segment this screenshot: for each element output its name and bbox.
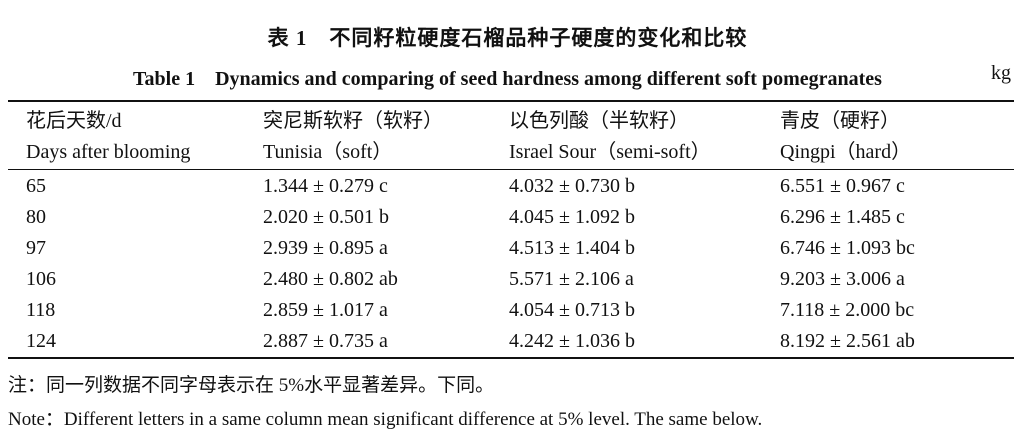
- table-bottom-rule: [8, 357, 1014, 359]
- header-cn-days: 花后天数/d: [26, 110, 122, 132]
- cell-qingpi: 6.296 ± 1.485 c: [780, 206, 905, 228]
- header-en-qingpi: Qingpi（hard）: [780, 141, 912, 163]
- cell-qingpi: 7.118 ± 2.000 bc: [780, 299, 915, 321]
- table-top-rule: [8, 100, 1014, 102]
- cell-qingpi: 6.746 ± 1.093 bc: [780, 237, 915, 259]
- table-title-en: Table 1 Dynamics and comparing of seed h…: [133, 68, 882, 90]
- cell-israel-sour: 4.513 ± 1.404 b: [509, 237, 635, 259]
- header-en-tunisia: Tunisia（soft）: [263, 141, 393, 163]
- cell-israel-sour: 5.571 ± 2.106 a: [509, 268, 634, 290]
- cell-tunisia: 1.344 ± 0.279 c: [263, 175, 388, 197]
- cell-days: 106: [26, 268, 56, 290]
- table-header-rule: [8, 169, 1014, 170]
- cell-days: 80: [26, 206, 46, 228]
- header-row-cn: 花后天数/d 突尼斯软籽（软籽） 以色列酸（半软籽） 青皮（硬籽）: [0, 105, 1015, 137]
- header-cn-tunisia: 突尼斯软籽（软籽）: [263, 110, 443, 132]
- table-note-cn: 注：同一列数据不同字母表示在 5%水平显著差异。下同。: [8, 375, 495, 396]
- cell-tunisia: 2.480 ± 0.802 ab: [263, 268, 398, 290]
- cell-tunisia: 2.939 ± 0.895 a: [263, 237, 388, 259]
- table-note-en: Note：Different letters in a same column …: [8, 409, 763, 430]
- table-row: 118 2.859 ± 1.017 a 4.054 ± 0.713 b 7.11…: [0, 294, 1015, 326]
- table-row: 97 2.939 ± 0.895 a 4.513 ± 1.404 b 6.746…: [0, 232, 1015, 264]
- unit-label: kg: [991, 62, 1011, 84]
- cell-qingpi: 9.203 ± 3.006 a: [780, 268, 905, 290]
- header-row-en: Days after blooming Tunisia（soft） Israel…: [0, 136, 1015, 168]
- cell-israel-sour: 4.032 ± 0.730 b: [509, 175, 635, 197]
- table-row: 80 2.020 ± 0.501 b 4.045 ± 1.092 b 6.296…: [0, 201, 1015, 233]
- cell-israel-sour: 4.054 ± 0.713 b: [509, 299, 635, 321]
- cell-days: 65: [26, 175, 46, 197]
- table-row: 65 1.344 ± 0.279 c 4.032 ± 0.730 b 6.551…: [0, 170, 1015, 202]
- cell-israel-sour: 4.242 ± 1.036 b: [509, 330, 635, 352]
- cell-days: 124: [26, 330, 56, 352]
- header-cn-israel-sour: 以色列酸（半软籽）: [509, 110, 689, 132]
- header-cn-qingpi: 青皮（硬籽）: [780, 110, 900, 132]
- cell-qingpi: 6.551 ± 0.967 c: [780, 175, 905, 197]
- table-title-cn: 表 1 不同籽粒硬度石榴品种子硬度的变化和比较: [267, 26, 748, 50]
- header-en-israel-sour: Israel Sour（semi-soft）: [509, 141, 711, 163]
- table-row: 124 2.887 ± 0.735 a 4.242 ± 1.036 b 8.19…: [0, 325, 1015, 357]
- cell-tunisia: 2.859 ± 1.017 a: [263, 299, 388, 321]
- cell-tunisia: 2.020 ± 0.501 b: [263, 206, 389, 228]
- header-en-days: Days after blooming: [26, 141, 191, 163]
- cell-qingpi: 8.192 ± 2.561 ab: [780, 330, 915, 352]
- table-row: 106 2.480 ± 0.802 ab 5.571 ± 2.106 a 9.2…: [0, 263, 1015, 295]
- cell-tunisia: 2.887 ± 0.735 a: [263, 330, 388, 352]
- cell-days: 118: [26, 299, 56, 321]
- cell-days: 97: [26, 237, 46, 259]
- cell-israel-sour: 4.045 ± 1.092 b: [509, 206, 635, 228]
